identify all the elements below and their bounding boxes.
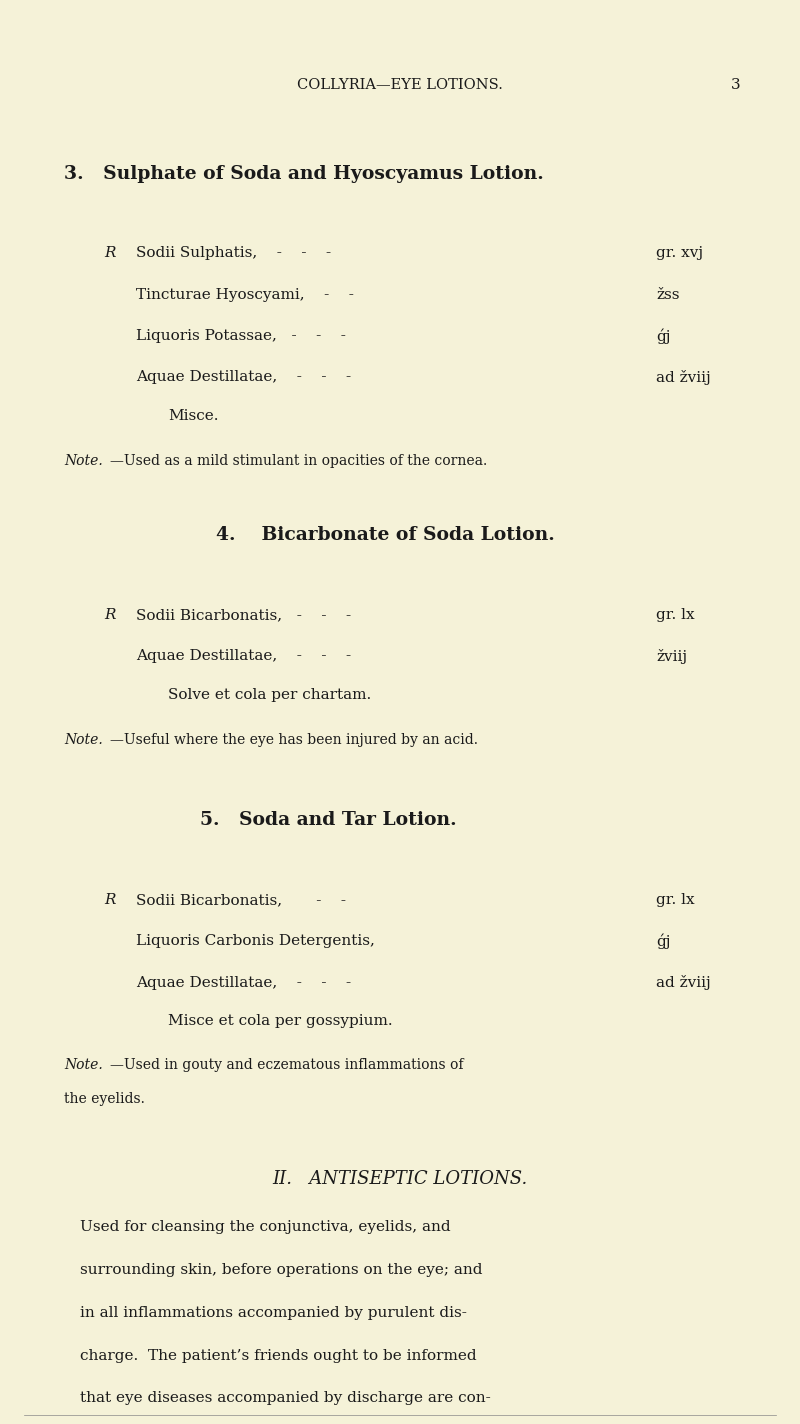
Text: ad žviij: ad žviij: [656, 975, 710, 990]
Text: Note.: Note.: [64, 733, 102, 748]
Text: ǵj: ǵj: [656, 329, 670, 343]
Text: Solve et cola per chartam.: Solve et cola per chartam.: [168, 688, 371, 702]
Text: —Used in gouty and eczematous inflammations of: —Used in gouty and eczematous inflammati…: [110, 1058, 464, 1072]
Text: Used for cleansing the conjunctiva, eyelids, and: Used for cleansing the conjunctiva, eyel…: [80, 1220, 450, 1235]
Text: 5.   Soda and Tar Lotion.: 5. Soda and Tar Lotion.: [200, 812, 457, 829]
Text: —Useful where the eye has been injured by an acid.: —Useful where the eye has been injured b…: [110, 733, 478, 748]
Text: Liquoris Carbonis Detergentis,: Liquoris Carbonis Detergentis,: [136, 934, 375, 948]
Text: —Used as a mild stimulant in opacities of the cornea.: —Used as a mild stimulant in opacities o…: [110, 454, 488, 468]
Text: R: R: [104, 893, 115, 907]
Text: žss: žss: [656, 288, 679, 302]
Text: II.   ANTISEPTIC LOTIONS.: II. ANTISEPTIC LOTIONS.: [272, 1171, 528, 1188]
Text: Sodii Bicarbonatis,   -    -    -: Sodii Bicarbonatis, - - -: [136, 608, 351, 622]
Text: 4.    Bicarbonate of Soda Lotion.: 4. Bicarbonate of Soda Lotion.: [216, 527, 554, 544]
Text: 3: 3: [731, 78, 741, 93]
Text: 3.   Sulphate of Soda and Hyoscyamus Lotion.: 3. Sulphate of Soda and Hyoscyamus Lotio…: [64, 165, 544, 182]
Text: ǵj: ǵj: [656, 934, 670, 948]
Text: žviij: žviij: [656, 649, 687, 664]
Text: Misce et cola per gossypium.: Misce et cola per gossypium.: [168, 1014, 393, 1028]
Text: in all inflammations accompanied by purulent dis-: in all inflammations accompanied by puru…: [80, 1306, 467, 1320]
Text: Aquae Destillatae,    -    -    -: Aquae Destillatae, - - -: [136, 649, 351, 664]
Text: gr. lx: gr. lx: [656, 893, 694, 907]
Text: R: R: [104, 608, 115, 622]
Text: Liquoris Potassae,   -    -    -: Liquoris Potassae, - - -: [136, 329, 346, 343]
Text: gr. xvj: gr. xvj: [656, 246, 703, 261]
Text: COLLYRIA—EYE LOTIONS.: COLLYRIA—EYE LOTIONS.: [297, 78, 503, 93]
Text: surrounding skin, before operations on the eye; and: surrounding skin, before operations on t…: [80, 1263, 482, 1277]
Text: that eye diseases accompanied by discharge are con-: that eye diseases accompanied by dischar…: [80, 1391, 490, 1405]
Text: R: R: [104, 246, 115, 261]
Text: gr. lx: gr. lx: [656, 608, 694, 622]
Text: Sodii Sulphatis,    -    -    -: Sodii Sulphatis, - - -: [136, 246, 331, 261]
Text: the eyelids.: the eyelids.: [64, 1092, 145, 1106]
Text: Tincturae Hyoscyami,    -    -: Tincturae Hyoscyami, - -: [136, 288, 354, 302]
Text: Note.: Note.: [64, 454, 102, 468]
Text: Aquae Destillatae,    -    -    -: Aquae Destillatae, - - -: [136, 975, 351, 990]
Text: ad žviij: ad žviij: [656, 370, 710, 384]
Text: charge.  The patient’s friends ought to be informed: charge. The patient’s friends ought to b…: [80, 1349, 477, 1363]
Text: Note.: Note.: [64, 1058, 102, 1072]
Text: Misce.: Misce.: [168, 409, 218, 423]
Text: Aquae Destillatae,    -    -    -: Aquae Destillatae, - - -: [136, 370, 351, 384]
Text: Sodii Bicarbonatis,       -    -: Sodii Bicarbonatis, - -: [136, 893, 346, 907]
